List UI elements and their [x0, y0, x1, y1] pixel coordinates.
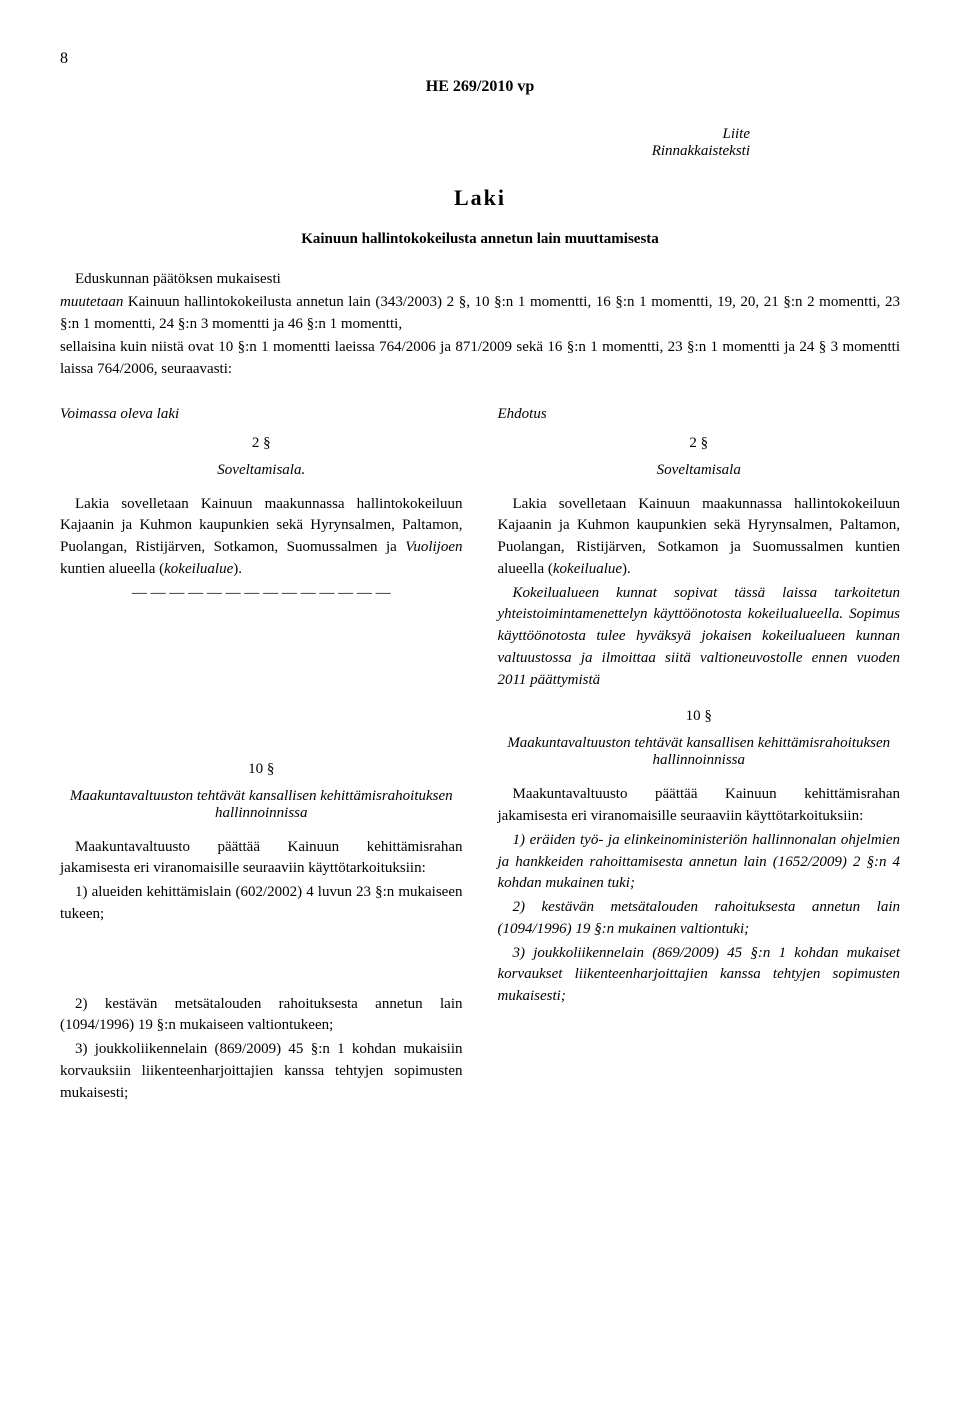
- left-sec2-title: Soveltamisala.: [60, 462, 463, 479]
- annex-line2: Rinnakkaisteksti: [60, 143, 750, 160]
- right-sec10-item2: 2) kestävän metsätalouden rahoituksesta …: [498, 897, 901, 941]
- right-column: Ehdotus 2 § Soveltamisala Lakia sovellet…: [498, 406, 901, 1107]
- left-column: Voimassa oleva laki 2 § Soveltamisala. L…: [60, 406, 463, 1107]
- annex-label: Liite Rinnakkaisteksti: [60, 126, 900, 160]
- document-header: HE 269/2010 vp: [60, 78, 900, 96]
- left-sec2-p1a: Lakia sovelletaan Kainuun maakunnassa ha…: [60, 496, 463, 556]
- left-sec10-item2: 2) kestävän metsätalouden rahoituksesta …: [60, 994, 463, 1038]
- law-subtitle: Kainuun hallintokokeilusta annetun lain …: [60, 231, 900, 248]
- intro-paragraph: Eduskunnan päätöksen mukaisesti muutetaa…: [60, 268, 900, 381]
- law-title: Laki: [60, 185, 900, 211]
- left-sec10-title: Maakuntavaltuuston tehtävät kansallisen …: [60, 788, 463, 822]
- left-sec10-num: 10 §: [60, 761, 463, 778]
- intro-line1: Eduskunnan päätöksen mukaisesti: [75, 271, 281, 287]
- left-sec2-dashes: — — — — — — — — — — — — — —: [60, 585, 463, 602]
- left-sec2-p1b: Vuolijoen: [405, 539, 462, 555]
- intro-muutetaan: muutetaan: [60, 294, 123, 310]
- left-sec10-item3: 3) joukkoliikennelain (869/2009) 45 §:n …: [60, 1039, 463, 1104]
- page-number: 8: [60, 50, 900, 68]
- right-col-header: Ehdotus: [498, 406, 901, 423]
- right-sec2-p1c: ).: [622, 561, 631, 577]
- right-sec2-p1: Lakia sovelletaan Kainuun maakunnassa ha…: [498, 494, 901, 581]
- right-sec2-num: 2 §: [498, 435, 901, 452]
- right-sec10-item3: 3) joukkoliikennelain (869/2009) 45 §:n …: [498, 943, 901, 1008]
- right-sec10-item1: 1) eräiden työ- ja elinkeinoministeriön …: [498, 830, 901, 895]
- right-sec2-p1b: kokeilualue: [553, 561, 622, 577]
- left-sec10-p1: Maakuntavaltuusto päättää Kainuun kehitt…: [60, 837, 463, 881]
- intro-line3: sellaisina kuin niistä ovat 10 §:n 1 mom…: [60, 339, 900, 378]
- left-sec2-p1: Lakia sovelletaan Kainuun maakunnassa ha…: [60, 494, 463, 581]
- left-sec2-p1d: kokeilualue: [164, 561, 233, 577]
- right-sec10-title: Maakuntavaltuuston tehtävät kansallisen …: [498, 735, 901, 769]
- two-column-layout: Voimassa oleva laki 2 § Soveltamisala. L…: [60, 406, 900, 1107]
- left-col-header: Voimassa oleva laki: [60, 406, 463, 423]
- right-sec10-p1: Maakuntavaltuusto päättää Kainuun kehitt…: [498, 784, 901, 828]
- left-sec10-item1: 1) alueiden kehittämislain (602/2002) 4 …: [60, 882, 463, 926]
- right-sec2-p2: Kokeilualueen kunnat sopivat tässä laiss…: [498, 583, 901, 692]
- left-sec2-p1c: kuntien alueella (: [60, 561, 164, 577]
- left-sec2-num: 2 §: [60, 435, 463, 452]
- right-sec10-num: 10 §: [498, 708, 901, 725]
- intro-line2-rest: Kainuun hallintokokeilusta annetun lain …: [60, 294, 900, 333]
- annex-line1: Liite: [60, 126, 750, 143]
- left-sec2-p1e: ).: [233, 561, 242, 577]
- right-sec2-title: Soveltamisala: [498, 462, 901, 479]
